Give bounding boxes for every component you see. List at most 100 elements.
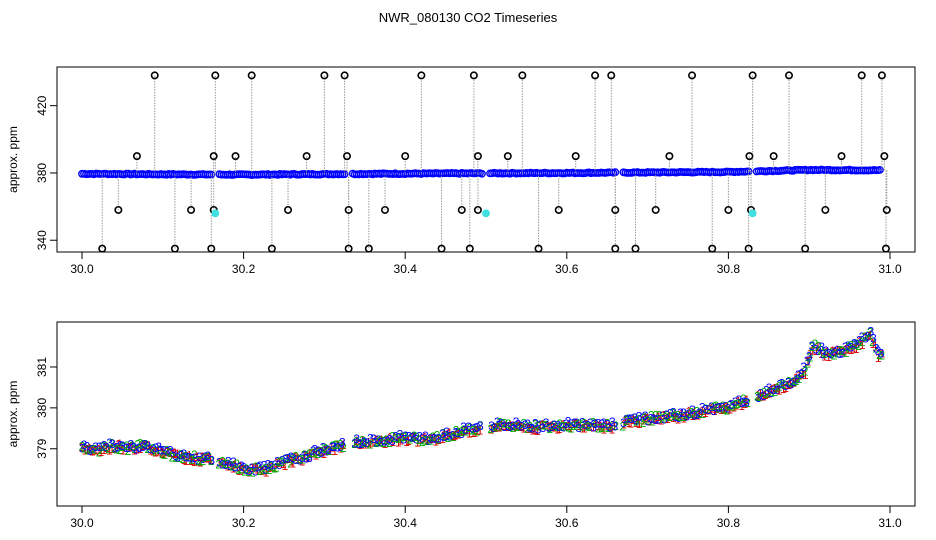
label-point-1: 1 — [145, 438, 152, 452]
top-y-tick-label: 420 — [35, 95, 49, 115]
label-point-3: 3 — [240, 461, 247, 475]
label-point-3: 3 — [757, 386, 764, 400]
label-point-2: 2 — [648, 409, 655, 423]
label-point-2: 2 — [235, 463, 242, 477]
label-point-1: 1 — [86, 441, 93, 455]
label-point-2: 2 — [859, 335, 866, 349]
label-point-3: 3 — [845, 339, 852, 353]
label-point-3: 3 — [628, 412, 635, 426]
label-point-1: 1 — [362, 438, 369, 452]
label-point-2: 2 — [721, 403, 728, 417]
label-point-3: 3 — [768, 386, 775, 400]
label-point-2: 2 — [472, 423, 479, 437]
label-point-3: 3 — [642, 409, 649, 423]
spike-point — [882, 205, 891, 214]
label-point-3: 3 — [609, 415, 616, 429]
label-point-1: 1 — [108, 442, 115, 456]
label-point-1: 1 — [340, 438, 347, 452]
label-point-2: 2 — [271, 461, 278, 475]
label-point-2: 2 — [609, 418, 616, 432]
label-point-1: 1 — [713, 402, 720, 416]
spike-point — [611, 244, 620, 253]
label-point-1: 1 — [367, 438, 374, 452]
label-point-3: 3 — [760, 389, 767, 403]
label-point-3: 3 — [677, 406, 684, 420]
label-point-1: 1 — [96, 442, 103, 456]
label-point-2: 2 — [556, 417, 563, 431]
label-point-3: 3 — [181, 447, 188, 461]
label-point-1: 1 — [119, 443, 126, 457]
label-point-2: 2 — [514, 420, 521, 434]
label-point-3: 3 — [716, 400, 723, 414]
label-point-2: 2 — [257, 464, 264, 478]
label-point-1: 1 — [159, 445, 166, 459]
label-point-3: 3 — [406, 429, 413, 443]
label-point-2: 2 — [804, 356, 811, 370]
label-point-3: 3 — [170, 446, 177, 460]
label-point-3: 3 — [292, 453, 299, 467]
spike-point — [150, 71, 159, 80]
label-point-3: 3 — [274, 454, 281, 468]
label-point-1: 1 — [236, 464, 243, 478]
label-point-2: 2 — [447, 430, 454, 444]
label-point-2: 2 — [535, 419, 542, 433]
label-point-1: 1 — [306, 446, 313, 460]
label-point-1: 1 — [194, 450, 201, 464]
label-point-2: 2 — [282, 453, 289, 467]
label-point-2: 2 — [785, 374, 792, 388]
label-point-2: 2 — [427, 433, 434, 447]
label-point-3: 3 — [549, 420, 556, 434]
timeseries-detail-panel: 30.0 30.2 30.4 30.6 30.8 31.0 379 380 381 approx.… — [6, 321, 916, 530]
label-point-1: 1 — [815, 340, 822, 354]
label-point-2: 2 — [460, 423, 467, 437]
label-point-1: 1 — [167, 446, 174, 460]
label-point-1: 1 — [636, 417, 643, 431]
label-point-3: 3 — [84, 440, 91, 454]
label-point-2: 2 — [768, 386, 775, 400]
label-point-1: 1 — [791, 376, 798, 390]
label-point-1: 1 — [244, 463, 251, 477]
spike-point — [364, 244, 373, 253]
label-point-3: 3 — [303, 452, 310, 466]
label-point-2: 2 — [706, 402, 713, 416]
label-point-2: 2 — [411, 429, 418, 443]
label-point-2: 2 — [337, 438, 344, 452]
label-point-3: 3 — [656, 413, 663, 427]
label-point-1: 1 — [444, 427, 451, 441]
label-point-1: 1 — [565, 419, 572, 433]
spike-point — [473, 205, 482, 214]
label-point-1: 1 — [768, 383, 775, 397]
label-point-2: 2 — [386, 436, 393, 450]
bottom-x-tick-label: 30.8 — [717, 516, 741, 530]
label-point-2: 2 — [529, 421, 536, 435]
label-point-3: 3 — [670, 406, 677, 420]
label-point-1: 1 — [518, 420, 525, 434]
label-point-2: 2 — [604, 417, 611, 431]
spike-point — [401, 152, 410, 161]
label-point-3: 3 — [496, 419, 503, 433]
label-point-1: 1 — [414, 436, 421, 450]
label-point-2: 2 — [180, 452, 187, 466]
label-point-3: 3 — [529, 422, 536, 436]
label-point-1: 1 — [691, 407, 698, 421]
label-point-2: 2 — [416, 433, 423, 447]
label-point-2: 2 — [81, 442, 88, 456]
label-point-3: 3 — [79, 442, 86, 456]
label-point-1: 1 — [520, 421, 527, 435]
label-point-3: 3 — [728, 397, 735, 411]
spike-point — [465, 244, 474, 253]
label-point-1: 1 — [409, 431, 416, 445]
label-point-3: 3 — [813, 343, 820, 357]
label-point-3: 3 — [227, 459, 234, 473]
label-point-2: 2 — [625, 412, 632, 426]
highlight-point — [482, 209, 490, 218]
label-point-3: 3 — [117, 438, 124, 452]
label-point-3: 3 — [302, 449, 309, 463]
spike-point — [114, 205, 123, 214]
label-point-2: 2 — [640, 416, 647, 430]
label-point-1: 1 — [365, 435, 372, 449]
label-point-1: 1 — [640, 414, 647, 428]
label-point-2: 2 — [156, 443, 163, 457]
label-point-1: 1 — [89, 445, 96, 459]
